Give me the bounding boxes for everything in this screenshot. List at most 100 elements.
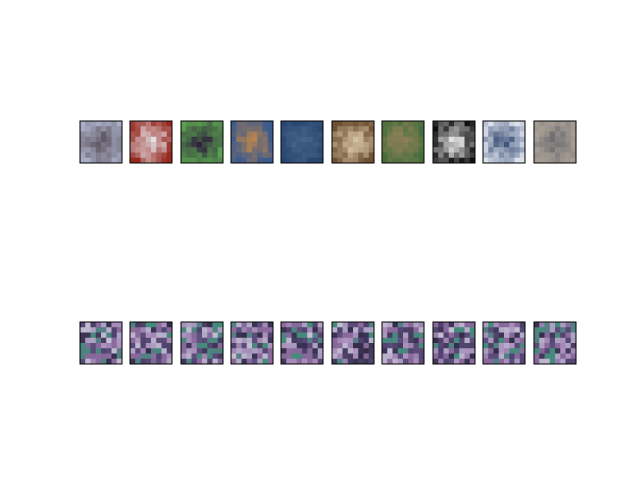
pixel (464, 147, 471, 153)
pixel (443, 147, 450, 153)
pixel (257, 147, 263, 153)
pixel (443, 337, 450, 344)
pixel (459, 322, 465, 328)
pixel (539, 337, 545, 344)
pixel (130, 322, 136, 328)
pixel (151, 332, 157, 339)
pixel (231, 147, 237, 153)
pixel (368, 358, 375, 365)
pixel (116, 358, 123, 365)
pixel (241, 348, 248, 354)
pixel (312, 348, 319, 354)
pixel (236, 142, 242, 148)
pixel (392, 353, 399, 360)
pixel (363, 327, 370, 333)
pixel (544, 337, 551, 344)
pixel (337, 152, 343, 159)
pixel (418, 152, 425, 159)
pixel (241, 126, 248, 132)
pixel (161, 353, 168, 360)
pixel (95, 147, 102, 153)
pixel (186, 343, 192, 349)
pixel (418, 343, 425, 349)
thumbnail-frame (482, 120, 526, 164)
pixel (363, 332, 370, 339)
pixel (459, 353, 465, 360)
thumbnail-frame (79, 120, 123, 164)
pixel (353, 332, 359, 339)
pixel (488, 353, 494, 360)
pixel (140, 147, 147, 153)
pixel (281, 131, 287, 138)
pixel (408, 322, 414, 328)
pixel (464, 327, 471, 333)
pixel (252, 343, 258, 349)
pixel (101, 322, 107, 328)
pixel (307, 353, 313, 360)
pixel (241, 343, 248, 349)
pixel (252, 142, 258, 148)
pixel (387, 157, 393, 164)
pixel (570, 142, 577, 148)
pixel (267, 358, 274, 365)
pixel (196, 152, 203, 159)
pixel (347, 121, 354, 127)
pixel (397, 332, 404, 339)
pixel (317, 126, 324, 132)
pixel (337, 147, 343, 153)
pixel (433, 157, 439, 164)
pixel (90, 142, 97, 148)
pixel (560, 358, 566, 365)
pixel (207, 332, 213, 339)
pixel (397, 337, 404, 344)
pixel (156, 322, 162, 328)
pixel (312, 126, 319, 132)
pixel (454, 121, 460, 127)
pixel (80, 343, 86, 349)
thumbnail (180, 321, 224, 365)
pixel (464, 358, 471, 365)
pixel (262, 126, 269, 132)
pixel (296, 337, 303, 344)
pixel (156, 337, 162, 344)
pixel (286, 358, 292, 365)
pixel (312, 152, 319, 159)
pixel (469, 157, 476, 164)
pixel (145, 157, 152, 164)
pixel (570, 337, 577, 344)
pixel (539, 121, 545, 127)
pixel (332, 332, 338, 339)
pixel (116, 147, 123, 153)
pixel (408, 348, 414, 354)
pixel (291, 322, 298, 328)
pixel (539, 327, 545, 333)
pixel (312, 136, 319, 143)
pixel (433, 353, 439, 360)
pixel (493, 327, 500, 333)
pixel (544, 348, 551, 354)
pixel (549, 343, 556, 349)
pixel (130, 152, 136, 159)
pixel (347, 332, 354, 339)
thumbnail (180, 120, 224, 164)
pixel (312, 121, 319, 127)
pixel (151, 348, 157, 354)
pixel (488, 147, 494, 153)
pixel (347, 147, 354, 153)
thumbnail-frame (230, 321, 274, 365)
pixel (130, 147, 136, 153)
pixel (166, 358, 173, 365)
pixel (514, 322, 521, 328)
pixel (90, 322, 97, 328)
pixel (130, 358, 136, 365)
pixel (161, 126, 168, 132)
pixel (570, 332, 577, 339)
pixel (483, 348, 489, 354)
pixel (483, 147, 489, 153)
pixel (483, 121, 489, 127)
pixel (130, 126, 136, 132)
pixel (140, 348, 147, 354)
pixel (565, 343, 572, 349)
pixel (570, 358, 577, 365)
pixel (181, 353, 187, 360)
